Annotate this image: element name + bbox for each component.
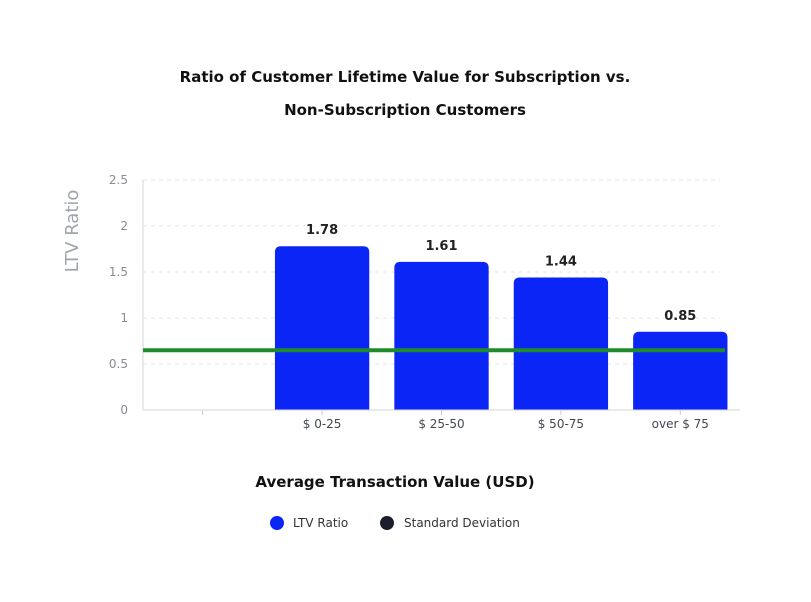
legend-marker-ltv-ratio — [270, 516, 284, 530]
x-tick-label: over $ 75 — [652, 417, 709, 431]
legend-item-ltv-ratio[interactable]: LTV Ratio — [270, 516, 348, 530]
y-tick-label: 2.5 — [109, 173, 128, 187]
legend-label-standard-deviation: Standard Deviation — [404, 516, 520, 530]
y-tick-label: 0.5 — [109, 357, 128, 371]
bar[interactable] — [274, 246, 370, 410]
chart-title-line-2: Non-Subscription Customers — [284, 101, 526, 119]
legend-marker-standard-deviation — [380, 516, 394, 530]
data-label: 1.44 — [545, 255, 577, 270]
y-tick-label: 1.5 — [109, 265, 128, 279]
data-label: 1.78 — [306, 223, 338, 238]
data-label: 1.61 — [425, 239, 457, 254]
bar[interactable] — [633, 331, 728, 410]
data-label: 0.85 — [664, 309, 696, 324]
bars — [274, 246, 728, 410]
legend: LTV Ratio Standard Deviation — [270, 516, 520, 530]
y-tick-label: 2 — [120, 219, 128, 233]
x-tick-label: $ 25-50 — [418, 417, 464, 431]
y-axis-ticks: 0 0.5 1 1.5 2 2.5 — [109, 173, 128, 417]
y-tick-label: 0 — [120, 403, 128, 417]
legend-item-standard-deviation[interactable]: Standard Deviation — [380, 516, 520, 530]
x-tick-label: $ 50-75 — [538, 417, 584, 431]
x-tick-label: $ 0-25 — [303, 417, 342, 431]
bar[interactable] — [394, 261, 489, 410]
x-axis-label: Average Transaction Value (USD) — [255, 473, 534, 491]
legend-label-ltv-ratio: LTV Ratio — [293, 516, 348, 530]
chart-title: Ratio of Customer Lifetime Value for Sub… — [180, 68, 631, 119]
y-tick-label: 1 — [120, 311, 128, 325]
bar[interactable] — [513, 277, 609, 410]
data-labels: 1.78 1.61 1.44 0.85 — [306, 223, 696, 324]
axes — [142, 180, 740, 411]
y-axis-label: LTV Ratio — [62, 190, 83, 273]
x-axis-ticks: $ 0-25 $ 25-50 $ 50-75 over $ 75 — [202, 410, 709, 431]
chart-title-line-1: Ratio of Customer Lifetime Value for Sub… — [180, 68, 631, 86]
